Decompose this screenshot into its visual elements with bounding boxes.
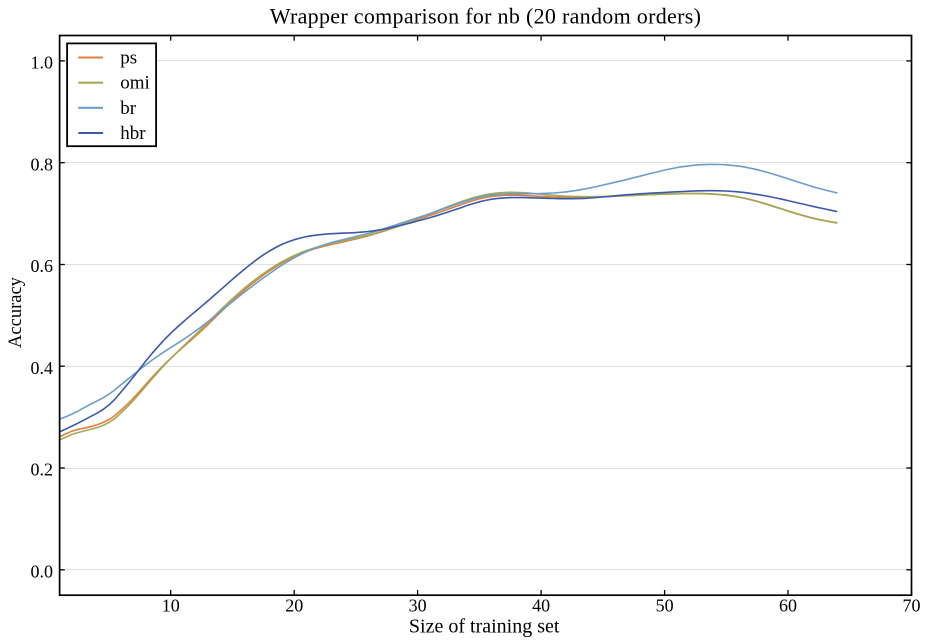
svg-text:Size of training set: Size of training set bbox=[409, 616, 560, 638]
svg-text:70: 70 bbox=[903, 596, 921, 616]
svg-text:br: br bbox=[120, 98, 137, 119]
svg-text:omi: omi bbox=[120, 73, 150, 94]
svg-text:0.4: 0.4 bbox=[31, 358, 54, 378]
svg-text:50: 50 bbox=[656, 596, 674, 616]
svg-text:30: 30 bbox=[409, 596, 427, 616]
svg-text:Wrapper comparison for nb (20: Wrapper comparison for nb (20 random ord… bbox=[270, 4, 701, 29]
svg-text:0.2: 0.2 bbox=[31, 460, 54, 480]
svg-text:40: 40 bbox=[532, 596, 550, 616]
svg-text:0.8: 0.8 bbox=[31, 154, 54, 174]
svg-text:ps: ps bbox=[120, 48, 137, 69]
svg-text:60: 60 bbox=[779, 596, 797, 616]
svg-text:10: 10 bbox=[162, 596, 180, 616]
svg-text:20: 20 bbox=[285, 596, 303, 616]
svg-text:0.6: 0.6 bbox=[31, 256, 54, 276]
svg-text:0.0: 0.0 bbox=[31, 561, 54, 581]
svg-text:hbr: hbr bbox=[120, 123, 146, 144]
svg-text:Accuracy: Accuracy bbox=[6, 276, 26, 348]
svg-text:1.0: 1.0 bbox=[31, 53, 54, 73]
